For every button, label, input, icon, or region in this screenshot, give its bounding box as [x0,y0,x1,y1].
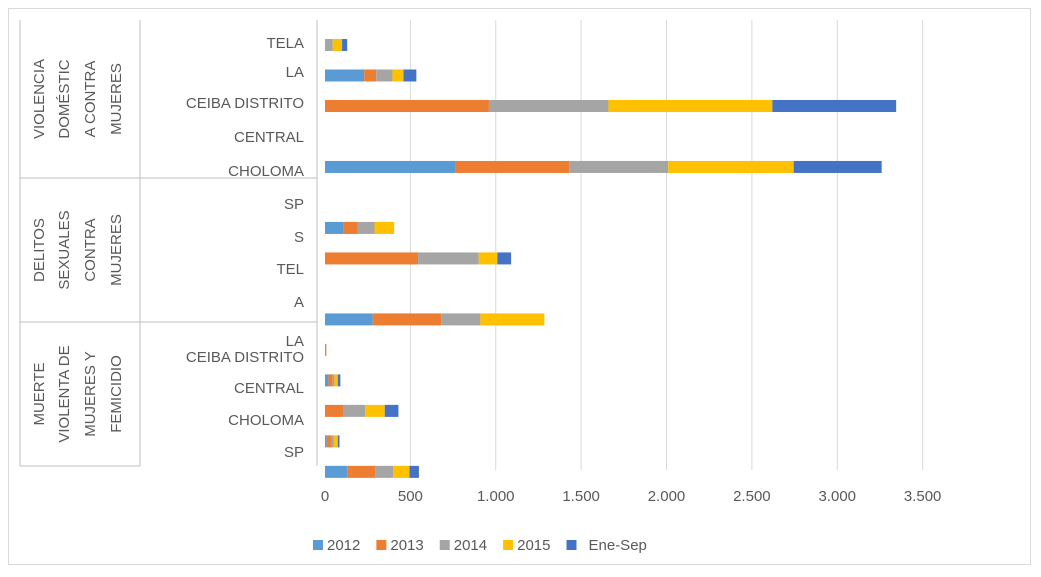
x-tick-label: 500 [398,488,423,505]
bar-segment [488,99,609,112]
bar-segment [375,465,394,478]
bar-segment [325,39,333,51]
bar-segment [325,343,326,356]
legend-swatch [376,540,387,550]
bar-segment [325,374,329,387]
chart-frame [8,8,1031,565]
legend-label: 2014 [454,537,487,554]
category-label: TELA [266,35,304,52]
category-label: CENTRAL [234,129,304,146]
legend-swatch [313,540,323,550]
group-label: DELITOS [31,218,48,282]
bar-segment [325,465,348,478]
bar-segment [357,221,375,234]
category-label: A [294,294,304,311]
bar-segment [455,160,570,173]
category-label: SP [284,444,304,461]
bar-segment [365,404,385,417]
bar-segment [330,435,334,448]
group-label: FEMICIDIO [108,355,125,433]
bar-segment [325,313,373,326]
category-label: CEIBA DISTRITO [186,349,304,366]
bar-segment [393,465,410,478]
bar-segment [343,404,366,417]
bar-segment [332,39,343,51]
bar-segment [569,160,669,173]
bar-segment [364,69,377,82]
x-tick-label: 3.500 [904,488,942,505]
bar-segment [328,374,333,387]
category-label: CENTRAL [234,380,304,397]
bar-segment [325,404,344,417]
category-label: CHOLOMA [228,163,304,180]
group-label: DOMÉSTIC [56,59,73,138]
bar-segment [376,69,393,82]
bar-segment [793,160,882,173]
group-label: SEXUALES [56,210,73,289]
bar-segment [392,69,404,82]
bar-segment [384,404,399,417]
legend-swatch [503,540,514,550]
legend-label: 2012 [327,537,360,554]
group-label: VIOLENTA DE [56,345,73,442]
x-tick-label: 2.500 [733,488,771,505]
bar-segment [608,99,773,112]
bar-segment [325,69,365,82]
category-label: CEIBA DISTRITO [186,95,304,112]
bar-segment [343,221,358,234]
bar-segment [668,160,794,173]
category-label: LA [286,333,304,350]
category-label: SP [284,196,304,213]
legend-label: Ene-Sep [589,537,647,554]
bar-segment [347,465,376,478]
legend-swatch [566,540,577,550]
bar-segment [334,374,338,387]
group-label: MUERTE [31,362,48,425]
bar-segment [325,252,419,265]
bar-segment [337,435,340,448]
bar-segment [403,69,417,82]
bar-segment [325,160,456,173]
x-tick-label: 3.000 [818,488,856,505]
bar-segment [480,313,545,326]
legend-label: 2013 [390,537,423,554]
legend-swatch [439,540,450,550]
bar-segment [333,435,338,448]
category-label: LA [286,64,304,81]
bar-segment [342,39,348,51]
bar-segment [497,252,512,265]
category-label: S [294,229,304,246]
group-boxes [19,20,318,467]
bar-segment [372,313,442,326]
category-label: CHOLOMA [228,412,304,429]
group-label: A CONTRA [82,61,99,138]
bar-segment [772,99,897,112]
x-tick-label: 0 [321,488,329,505]
group-label: MUJERES Y [82,351,99,437]
x-tick-label: 2.000 [648,488,686,505]
bar-segment [325,221,344,234]
group-label: VIOLENCIA [31,59,48,139]
bar-segment [409,465,419,478]
category-label: TEL [276,261,304,278]
group-label: MUJERES [108,214,125,286]
bar-segment [374,221,395,234]
bar-segment [441,313,481,326]
group-label: CONTRA [82,218,99,281]
bar-segment [337,374,341,387]
bar-segment [325,99,489,112]
bar-segment [478,252,498,265]
x-tick-label: 1.500 [562,488,600,505]
bar-segment [325,435,327,448]
legend-label: 2015 [517,537,550,554]
bar-segment [326,435,331,448]
x-tick-label: 1.000 [477,488,515,505]
group-label: MUJERES [108,63,125,135]
bar-segment [332,374,335,387]
bar-segment [418,252,479,265]
bar-segment [325,343,327,356]
